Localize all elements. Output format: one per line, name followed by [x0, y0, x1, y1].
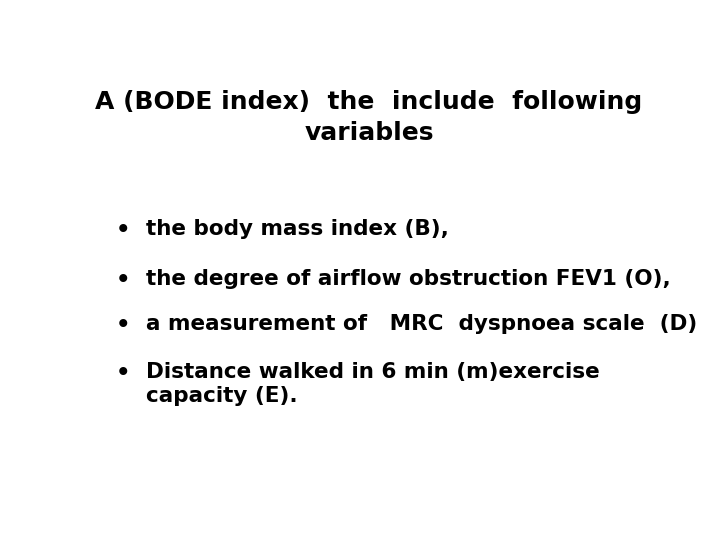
Text: a measurement of   MRC  dyspnoea scale  (D): a measurement of MRC dyspnoea scale (D)	[145, 314, 697, 334]
Text: •: •	[116, 362, 131, 385]
Text: •: •	[116, 314, 131, 338]
Text: •: •	[116, 268, 131, 292]
Text: the degree of airflow obstruction FEV1 (O),: the degree of airflow obstruction FEV1 (…	[145, 268, 670, 288]
Text: Distance walked in 6 min (m)exercise
capacity (E).: Distance walked in 6 min (m)exercise cap…	[145, 362, 600, 406]
Text: •: •	[116, 219, 131, 241]
Text: the body mass index (B),: the body mass index (B),	[145, 219, 449, 239]
Text: A (BODE index)  the  include  following
variables: A (BODE index) the include following var…	[95, 90, 643, 145]
